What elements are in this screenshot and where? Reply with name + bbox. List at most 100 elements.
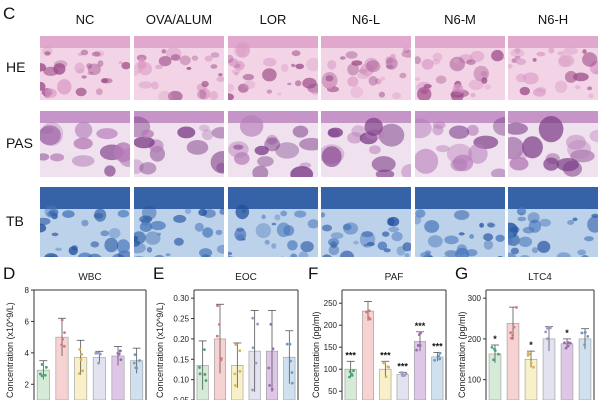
data-point — [96, 351, 100, 355]
histology-image — [321, 36, 411, 100]
data-point — [401, 374, 404, 377]
y-tick-label: 200 — [324, 321, 338, 330]
bar — [506, 323, 520, 400]
data-point — [289, 359, 293, 363]
data-point — [512, 325, 516, 329]
histology-image — [508, 111, 598, 177]
data-point — [437, 354, 441, 358]
data-point — [438, 357, 442, 361]
data-point — [547, 325, 551, 329]
data-point — [352, 369, 355, 373]
column-header: N6-L — [351, 12, 381, 27]
data-point — [404, 372, 408, 376]
data-point — [544, 330, 548, 334]
bar — [36, 369, 50, 400]
panel-letter-e: E — [153, 264, 165, 283]
data-point — [548, 326, 552, 330]
y-tick-label: 0.15 — [173, 355, 189, 364]
bar — [265, 350, 279, 400]
chart-title: EOC — [235, 272, 257, 283]
bar — [196, 365, 209, 400]
data-point — [546, 326, 549, 330]
significance-stars: * — [493, 334, 497, 344]
bar — [231, 365, 244, 400]
data-point — [233, 384, 237, 387]
panel-letter-d: D — [3, 264, 16, 283]
histology-image — [228, 187, 318, 257]
data-point — [267, 366, 271, 370]
bar — [74, 357, 88, 400]
bar — [488, 353, 502, 400]
bar — [361, 310, 375, 400]
bar — [413, 341, 427, 400]
row-header: HE — [6, 59, 26, 75]
data-point — [511, 333, 515, 337]
data-point — [416, 344, 420, 347]
data-point — [119, 358, 123, 362]
data-point — [117, 352, 121, 356]
data-point — [438, 351, 442, 355]
data-point — [350, 372, 354, 376]
data-point — [116, 351, 120, 355]
data-point — [60, 318, 64, 322]
y-tick-label: 6 — [25, 317, 30, 326]
data-point — [583, 343, 587, 347]
column-header: LOR — [259, 12, 287, 27]
data-point — [285, 342, 289, 346]
data-point — [526, 353, 530, 357]
data-point — [198, 366, 201, 369]
data-point — [515, 306, 518, 309]
data-point — [493, 349, 497, 353]
y-tick-label: 50 — [328, 387, 337, 396]
data-point — [288, 342, 292, 346]
data-point — [217, 323, 221, 326]
data-point — [132, 361, 136, 365]
panel-letter-g: G — [455, 264, 469, 283]
data-point — [251, 316, 255, 320]
data-point — [402, 374, 406, 377]
data-point — [493, 347, 496, 351]
bar — [560, 343, 574, 400]
histology-image — [134, 187, 224, 257]
bar — [55, 336, 69, 400]
data-point — [384, 375, 388, 379]
bar — [344, 368, 357, 400]
data-point — [40, 374, 44, 378]
panel-letter-c: C — [3, 4, 16, 23]
data-point — [134, 366, 138, 370]
data-point — [509, 331, 512, 335]
significance-stars: *** — [415, 321, 426, 331]
significance-stars: *** — [397, 361, 408, 371]
data-point — [490, 345, 494, 349]
y-tick-label: 0.25 — [173, 315, 189, 324]
bar — [283, 356, 296, 400]
data-point — [368, 309, 371, 313]
data-point — [233, 372, 237, 376]
data-point — [118, 349, 122, 353]
y-tick-label: 0.30 — [173, 294, 189, 303]
data-point — [526, 351, 530, 355]
data-point — [94, 351, 98, 355]
data-point — [254, 361, 258, 365]
data-point — [98, 352, 102, 356]
data-point — [238, 369, 242, 373]
data-point — [386, 365, 390, 369]
data-point — [438, 357, 441, 361]
data-point — [583, 331, 587, 335]
histology-image — [415, 111, 505, 177]
data-point — [256, 322, 259, 326]
data-point — [415, 348, 418, 352]
data-point — [365, 310, 369, 314]
y-tick-label: 300 — [468, 294, 482, 303]
histology-image — [40, 111, 130, 177]
data-point — [417, 333, 421, 337]
column-header: N6-M — [444, 12, 476, 27]
data-point — [348, 370, 352, 374]
y-tick-label: 0.05 — [173, 396, 189, 400]
bar — [578, 338, 592, 400]
data-point — [290, 381, 294, 385]
y-tick-label: 0.10 — [173, 376, 189, 385]
data-point — [529, 361, 533, 365]
bar — [379, 368, 392, 400]
data-point — [566, 344, 570, 348]
